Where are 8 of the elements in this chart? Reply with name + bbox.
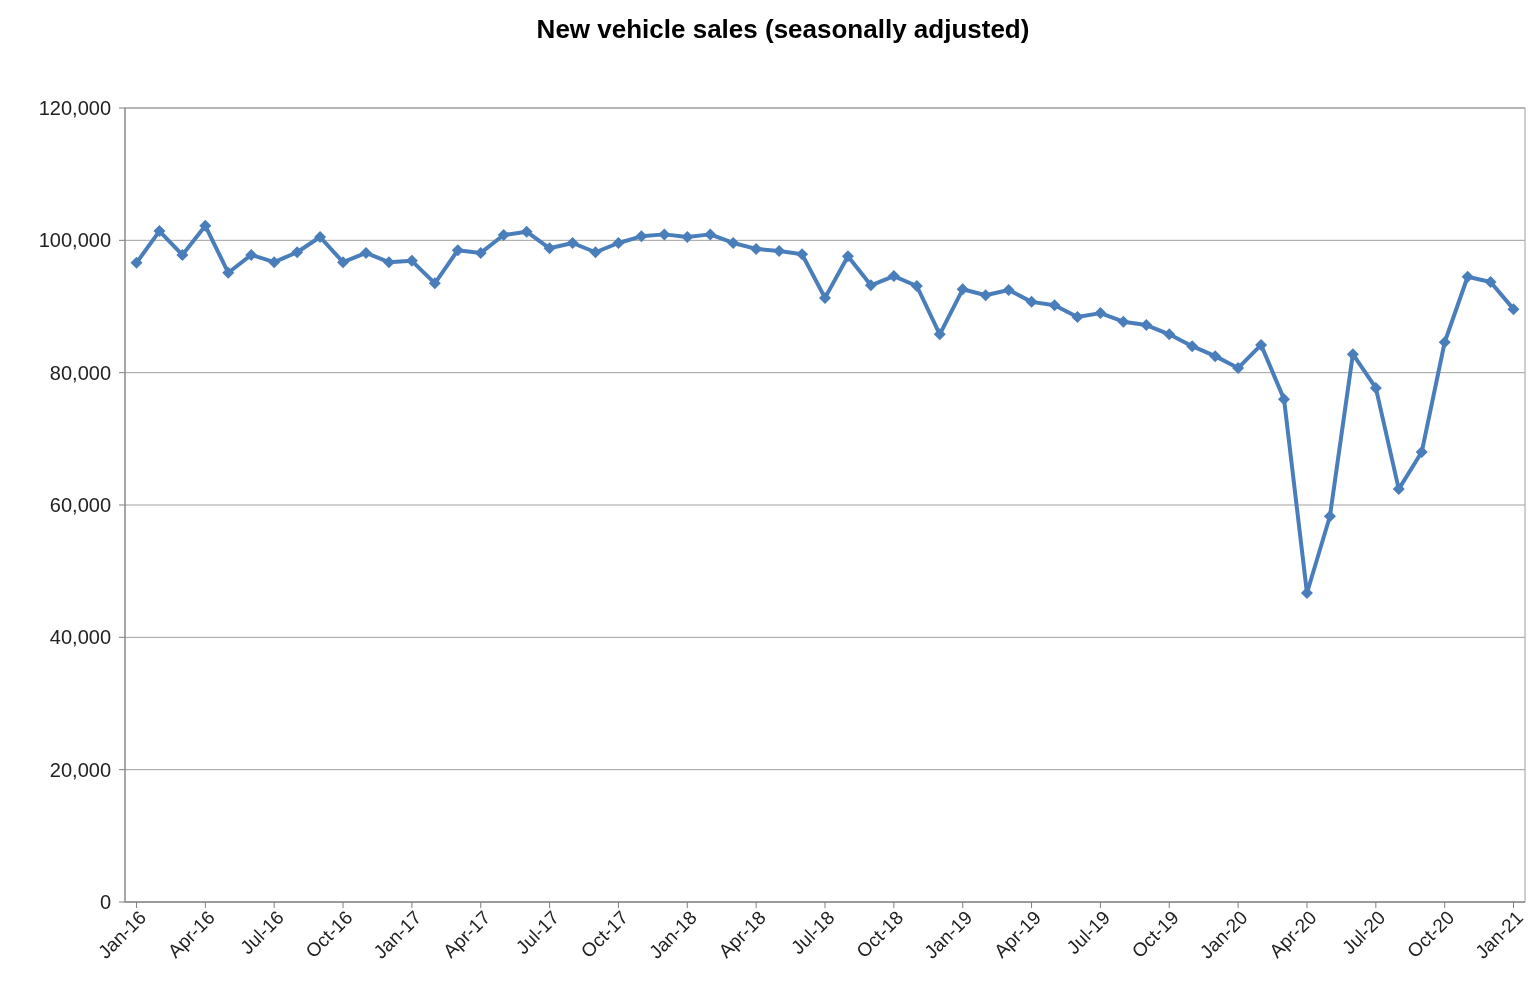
- y-tick-label: 20,000: [49, 758, 111, 781]
- y-tick-label: 80,000: [49, 361, 111, 384]
- y-tick-label: 120,000: [38, 97, 111, 119]
- chart-title: New vehicle sales (seasonally adjusted): [536, 14, 1030, 44]
- y-tick-label: 100,000: [38, 229, 111, 252]
- y-tick-label: 0: [99, 891, 111, 913]
- y-tick-label: 40,000: [49, 626, 111, 649]
- y-tick-label: 60,000: [49, 494, 111, 516]
